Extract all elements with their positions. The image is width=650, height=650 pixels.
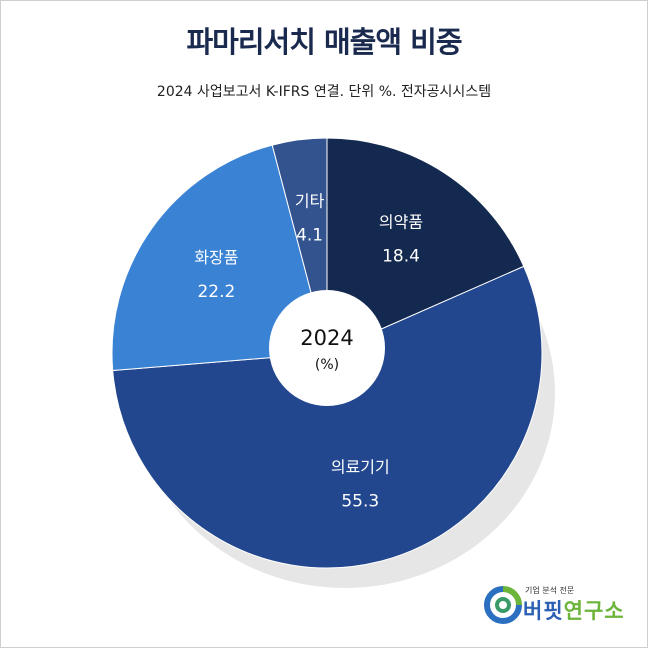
logo-tagline: 기업 분석 전문 <box>525 586 575 595</box>
donut-hole <box>269 290 385 406</box>
slice-1 <box>112 265 543 569</box>
slice-label: 기타 <box>295 192 325 211</box>
slice-value: 55.3 <box>341 491 379 511</box>
logo-name: 버핏연구소 <box>523 595 625 625</box>
logo-name-part2: 연구소 <box>563 599 625 623</box>
logo: 기업 분석 전문 버핏연구소 <box>481 581 641 626</box>
logo-icon <box>484 586 522 624</box>
slice-label: 의료기기 <box>331 457 390 476</box>
chart-subtitle: 2024 사업보고서 K-IFRS 연결. 단위 %. 전자공시시스템 <box>156 84 492 100</box>
logo-name-part1: 버핏 <box>523 599 564 623</box>
slice-value: 4.1 <box>296 226 323 246</box>
slice-label: 의약품 <box>379 213 423 232</box>
chart-title: 파마리서치 매출액 비중 <box>186 25 463 59</box>
slice-value: 22.2 <box>197 282 235 302</box>
slice-0 <box>326 137 525 354</box>
slice-label: 화장품 <box>194 248 238 267</box>
center-sublabel: (%) <box>315 357 339 373</box>
slice-value: 18.4 <box>382 247 420 267</box>
slice-2 <box>111 144 328 372</box>
center-label: 2024 <box>300 326 353 350</box>
